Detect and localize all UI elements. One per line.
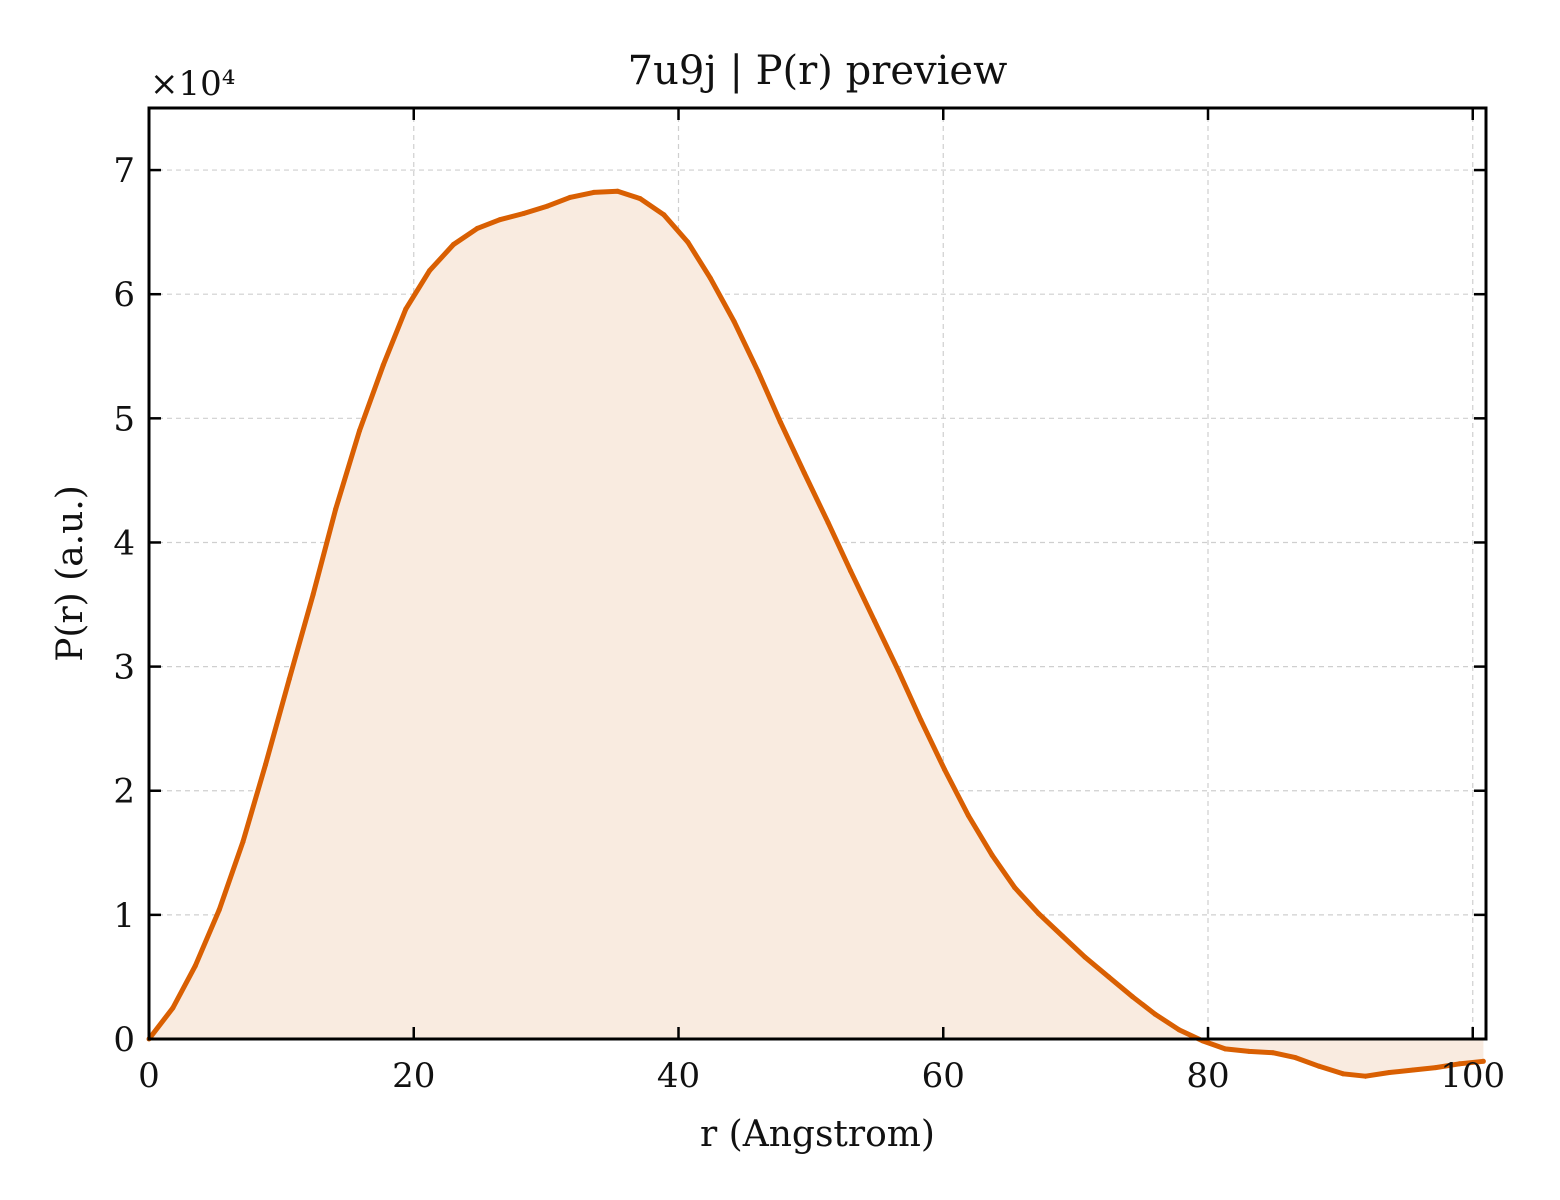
pr-data-point xyxy=(989,852,995,858)
pr-data-point xyxy=(591,189,597,195)
pr-data-point xyxy=(685,239,691,245)
y-tick-label: 6 xyxy=(113,275,135,315)
pr-data-point xyxy=(1363,1073,1368,1079)
pr-data-point xyxy=(1059,933,1065,939)
pr-data-point xyxy=(192,963,198,969)
pr-data-point xyxy=(380,362,386,368)
pr-data-point xyxy=(1316,1063,1322,1069)
pr-data-point xyxy=(497,217,503,223)
x-tick-label: 20 xyxy=(392,1056,435,1096)
pr-data-point xyxy=(965,813,971,819)
pr-data-point xyxy=(521,211,527,216)
x-tick-label: 80 xyxy=(1186,1056,1229,1096)
pr-data-point xyxy=(240,839,246,845)
pr-data-point xyxy=(1433,1065,1439,1071)
pr-data-point xyxy=(1246,1048,1252,1054)
pr-data-point xyxy=(1292,1055,1298,1061)
pr-data-point xyxy=(755,368,761,374)
pr-area-fill xyxy=(149,191,1484,1077)
pr-data-point xyxy=(707,275,713,281)
pr-data-point xyxy=(1410,1067,1416,1073)
pr-data-point xyxy=(637,196,643,202)
x-tick-label: 60 xyxy=(922,1056,965,1096)
pr-data-point xyxy=(777,419,783,425)
pr-data-point xyxy=(825,520,831,526)
pr-data-point xyxy=(731,319,737,324)
pr-data-point xyxy=(871,618,877,624)
pr-data-point xyxy=(1270,1050,1276,1056)
pr-data-point xyxy=(333,506,339,512)
axes-frame xyxy=(147,106,1488,1041)
pr-data-point xyxy=(801,470,807,476)
y-tick-label: 4 xyxy=(113,523,135,563)
pr-data-point xyxy=(661,212,667,218)
pr-data-point xyxy=(310,592,316,598)
pr-data-point xyxy=(1386,1070,1392,1075)
y-tick-label: 3 xyxy=(113,648,135,688)
pr-data-point xyxy=(942,767,948,773)
pr-data-point xyxy=(1036,911,1042,917)
chart-title: 7u9j | P(r) preview xyxy=(628,48,1008,94)
pr-data-point xyxy=(170,1005,176,1011)
pr-data-point xyxy=(895,667,901,673)
pr-data-point xyxy=(1082,954,1088,960)
pr-data-point xyxy=(474,225,480,231)
x-axis-label: r (Angstrom) xyxy=(700,1114,935,1155)
pr-data-point xyxy=(918,717,924,723)
pr-series-line xyxy=(147,188,1484,1079)
pr-data-point xyxy=(615,188,621,194)
pr-data-point xyxy=(1222,1046,1228,1052)
pr-data-point xyxy=(263,762,268,768)
pr-data-point xyxy=(216,907,222,913)
pr-data-point xyxy=(567,194,573,200)
pr-data-point xyxy=(1176,1027,1182,1033)
y-tick-label: 7 xyxy=(113,151,135,191)
pr-data-point xyxy=(1152,1011,1158,1017)
x-tick-label: 0 xyxy=(138,1056,160,1096)
pr-data-point xyxy=(1130,994,1136,1000)
y-tick-label: 5 xyxy=(113,399,135,439)
pr-data-point xyxy=(1340,1071,1346,1077)
x-tick-label: 40 xyxy=(657,1056,700,1096)
pr-data-point xyxy=(1457,1061,1462,1067)
pr-data-point xyxy=(1480,1058,1486,1064)
y-axis-multiplier: ×10⁴ xyxy=(150,64,235,104)
pr-data-point xyxy=(403,306,409,312)
y-tick-label: 1 xyxy=(113,896,135,936)
pr-data-point xyxy=(545,203,550,209)
pr-data-point xyxy=(848,568,854,574)
x-tick-label: 100 xyxy=(1440,1056,1505,1096)
pr-data-point xyxy=(1106,974,1112,980)
pr-data-point xyxy=(451,242,456,247)
y-axis-label: P(r) (a.u.) xyxy=(50,485,91,662)
pr-data-point xyxy=(427,268,433,274)
pr-data-point xyxy=(286,676,292,682)
pr-data-point xyxy=(357,428,362,434)
pr-data-point xyxy=(1012,885,1018,891)
y-tick-label: 2 xyxy=(113,772,135,812)
axis-ticks: 0 20 40 60 80 100 0 1 2 3 4 5 6 7 xyxy=(113,108,1505,1096)
y-tick-label: 0 xyxy=(113,1020,135,1060)
